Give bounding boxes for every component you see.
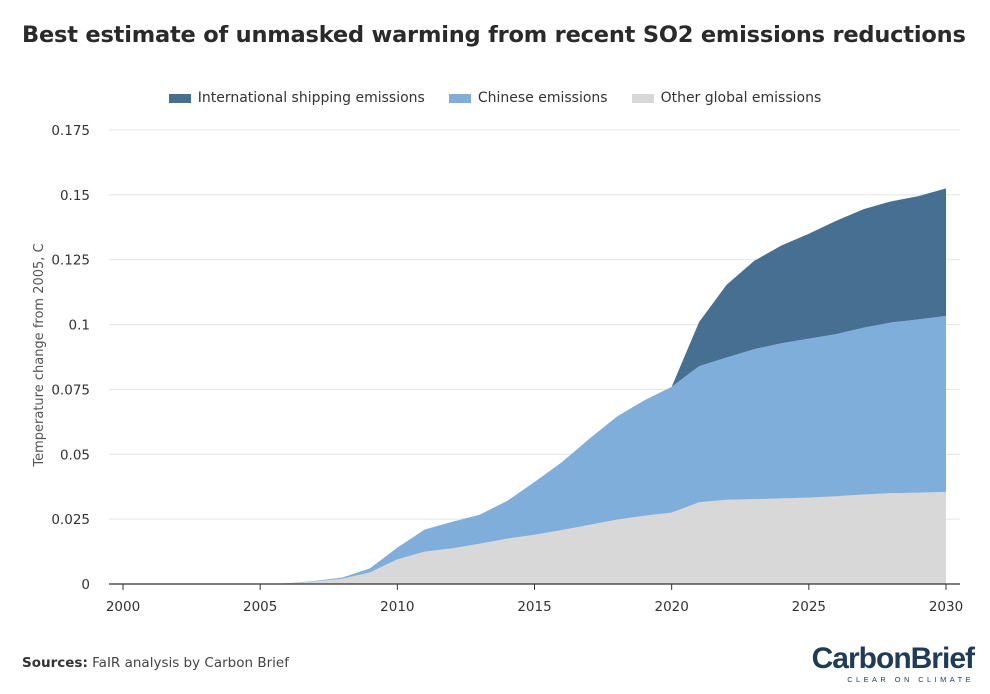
legend-swatch-chinese [448, 93, 471, 103]
logo-name: CarbonBrief [811, 642, 975, 675]
axis-layer: 0 0.025 0.05 0.075 0.1 0.125 0.15 0.175 2000 2005… [51, 123, 963, 615]
source-text: FaIR analysis by Carbon Brief [92, 655, 289, 671]
area-layer [123, 188, 946, 584]
logo-tagline: CLEAR ON CLIMATE [847, 675, 974, 684]
source-note: Sources: FaIR analysis by Carbon Brief [22, 655, 289, 671]
y-tick-label: 0.05 [60, 447, 90, 463]
y-tick-label: 0.025 [51, 512, 90, 528]
y-tick-label: 0.1 [69, 318, 90, 334]
source-label: Sources: [22, 655, 88, 671]
chart-title: Best estimate of unmasked warming from r… [22, 22, 966, 48]
y-axis-label: Temperature change from 2005, C [32, 243, 47, 467]
y-tick-label: 0 [81, 577, 90, 593]
y-tick-label: 0.15 [60, 188, 90, 204]
x-tick-label: 2000 [106, 599, 140, 615]
area-series-shipping [123, 188, 946, 584]
x-tick-label: 2020 [654, 599, 688, 615]
legend-item-chinese: Chinese emissions [448, 88, 608, 108]
legend-item-shipping: International shipping emissions [168, 88, 425, 108]
x-tick-label: 2025 [792, 599, 826, 615]
legend-label-chinese: Chinese emissions [477, 90, 608, 106]
x-tick-label: 2030 [929, 599, 963, 615]
y-tick-label: 0.125 [51, 253, 90, 269]
x-tick-label: 2015 [517, 599, 551, 615]
area-series-other [123, 491, 946, 584]
legend-item-other: Other global emissions [631, 88, 822, 108]
legend-swatch-shipping [168, 93, 191, 103]
y-tick-label: 0.175 [51, 123, 90, 139]
x-tick-label: 2010 [380, 599, 414, 615]
carbon-brief-logo: CarbonBrief CLEAR ON CLIMATE [811, 642, 975, 685]
legend-label-shipping: International shipping emissions [197, 90, 425, 106]
legend-label-other: Other global emissions [660, 90, 822, 106]
legend-swatch-other [631, 93, 654, 103]
y-tick-label: 0.075 [51, 382, 90, 398]
x-tick-label: 2005 [243, 599, 277, 615]
legend: International shipping emissions Chinese… [0, 88, 990, 108]
area-series-chinese [123, 316, 946, 584]
